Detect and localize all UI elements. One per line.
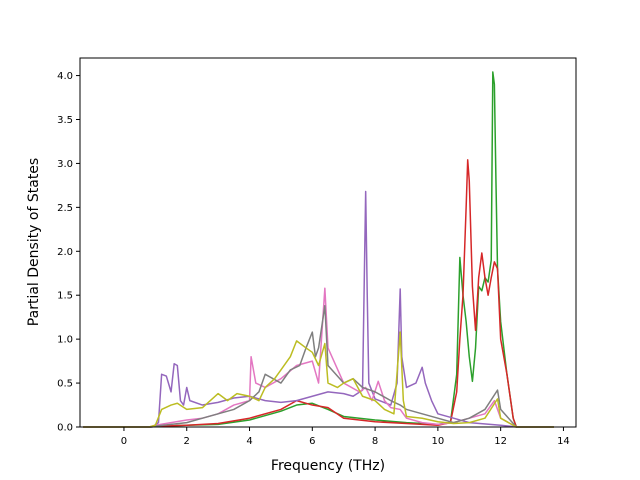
x-tick-label: 8 xyxy=(372,436,378,447)
x-axis-label: Frequency (THz) xyxy=(271,458,385,474)
series-line-3 xyxy=(83,190,555,428)
y-tick-label: 3.0 xyxy=(57,159,73,170)
y-axis-label: Partial Density of States xyxy=(26,158,42,326)
x-tick-label: 12 xyxy=(494,436,507,447)
plot-frame xyxy=(79,57,577,428)
y-tick-label: 2.5 xyxy=(57,203,73,214)
series-line-6 xyxy=(83,331,555,428)
x-tick-label: 10 xyxy=(432,436,445,447)
x-tick-label: 4 xyxy=(246,436,252,447)
x-tick-label: 14 xyxy=(557,436,570,447)
y-tick-label: 2.0 xyxy=(57,247,73,258)
y-tick-label: 3.5 xyxy=(57,115,73,126)
y-tick-label: 0.0 xyxy=(57,423,73,434)
y-axis-ticks: 0.0 0.5 1.0 1.5 2.0 2.5 3.0 3.5 4.0 xyxy=(57,71,80,434)
y-tick-label: 1.5 xyxy=(57,291,73,302)
x-tick-label: 0 xyxy=(121,436,127,447)
y-tick-label: 4.0 xyxy=(57,71,73,82)
series-lines xyxy=(83,71,555,428)
series-line-2 xyxy=(83,159,555,428)
x-tick-label: 2 xyxy=(184,436,190,447)
x-tick-label: 6 xyxy=(309,436,315,447)
series-line-5 xyxy=(83,305,555,428)
y-tick-label: 0.5 xyxy=(57,379,73,390)
x-axis-ticks: 0 2 4 6 8 10 12 14 xyxy=(121,427,570,447)
y-tick-label: 1.0 xyxy=(57,335,73,346)
